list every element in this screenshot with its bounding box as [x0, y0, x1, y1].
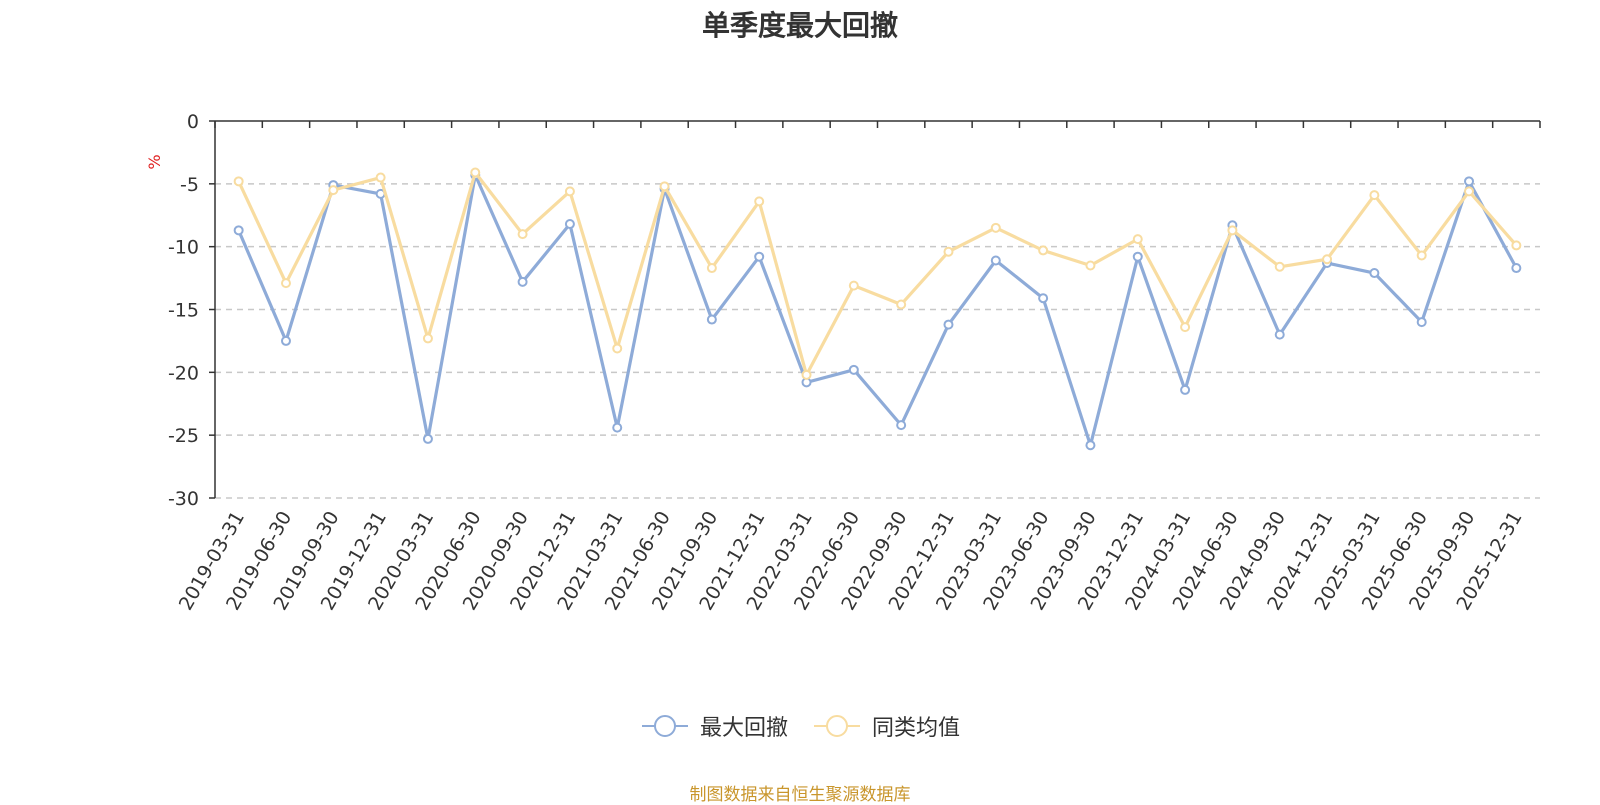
legend-item-max-drawdown[interactable]: 最大回撤	[640, 710, 788, 742]
y-tick-label-4: -20	[168, 362, 199, 384]
series-0-point-22	[1274, 329, 1285, 340]
y-tick-label-0: 0	[187, 111, 199, 133]
series-0-point-11	[754, 251, 765, 262]
y-tick-label-6: -30	[168, 488, 199, 510]
series-1-point-13	[848, 280, 859, 291]
series-group	[233, 167, 1522, 451]
legend: 最大回撤 同类均值	[0, 710, 1600, 742]
source-note: 制图数据来自恒生聚源数据库	[689, 785, 911, 805]
series-1-point-12	[801, 369, 812, 380]
series-1-point-1	[280, 278, 291, 289]
series-0-point-14	[896, 420, 907, 431]
series-0-point-13	[848, 364, 859, 375]
series-0-point-19	[1132, 251, 1143, 262]
series-1-point-4	[422, 333, 433, 344]
series-1-point-3	[375, 172, 386, 183]
series-1-point-18	[1085, 260, 1096, 271]
series-0-point-25	[1416, 317, 1427, 328]
series-1-point-8	[612, 343, 623, 354]
series-1-point-24	[1369, 190, 1380, 201]
series-1-point-26	[1464, 186, 1475, 197]
series-0-point-0	[233, 225, 244, 236]
legend-label-max-drawdown: 最大回撤	[699, 716, 788, 741]
series-0-point-26	[1464, 176, 1475, 187]
series-1-point-15	[943, 246, 954, 257]
series-line-1	[237, 170, 1518, 377]
line-chart: % 0 -5 -10 -15 -20 -25 -30 2019-03-312019-06-3…	[145, 111, 1541, 614]
y-tick-label-5: -25	[168, 425, 199, 447]
series-0-point-18	[1085, 440, 1096, 451]
series-0-point-17	[1038, 293, 1049, 304]
series-1-point-22	[1274, 261, 1285, 272]
legend-label-peer-average: 同类均值	[872, 716, 961, 741]
series-1	[233, 167, 1522, 380]
legend-marker-peer-average	[814, 715, 860, 737]
series-0-point-20	[1180, 384, 1191, 395]
series-0-point-16	[990, 255, 1001, 266]
y-axis-label: %	[145, 154, 164, 169]
y-tick-label-3: -15	[168, 300, 199, 322]
series-0-point-6	[517, 276, 528, 287]
series-1-point-6	[517, 229, 528, 240]
series-0-point-27	[1511, 263, 1522, 274]
grid-lines	[215, 183, 1540, 499]
series-1-point-7	[564, 186, 575, 197]
series-line-0	[237, 173, 1518, 447]
series-1-point-25	[1416, 250, 1427, 261]
series-1-point-21	[1227, 225, 1238, 236]
series-1-point-10	[706, 263, 717, 274]
y-tick-label-1: -5	[180, 174, 199, 196]
series-1-point-27	[1511, 240, 1522, 251]
y-tick-label-2: -10	[168, 237, 199, 259]
x-ticks: 2019-03-312019-06-302019-09-302019-12-31…	[175, 507, 1527, 614]
series-0-point-15	[943, 319, 954, 330]
legend-item-peer-average[interactable]: 同类均值	[812, 710, 960, 742]
series-0-point-24	[1369, 268, 1380, 279]
series-1-point-19	[1132, 234, 1143, 245]
series-1-point-20	[1180, 322, 1191, 333]
series-1-point-5	[470, 167, 481, 178]
series-1-point-17	[1038, 245, 1049, 256]
series-0-point-10	[706, 314, 717, 325]
series-0-point-7	[564, 219, 575, 230]
series-1-point-9	[659, 181, 670, 192]
series-0-point-8	[612, 422, 623, 433]
y-ticks: 0 -5 -10 -15 -20 -25 -30	[168, 111, 199, 510]
axes	[209, 120, 1541, 499]
series-1-point-0	[233, 176, 244, 187]
series-1-point-2	[328, 185, 339, 196]
series-0-point-4	[422, 433, 433, 444]
series-1-point-14	[896, 299, 907, 310]
series-1-point-23	[1322, 254, 1333, 265]
chart-title: 单季度最大回撤	[701, 9, 898, 42]
series-1-point-11	[754, 196, 765, 207]
series-1-point-16	[990, 222, 1001, 233]
legend-marker-max-drawdown	[641, 715, 688, 737]
series-0-point-1	[280, 335, 291, 346]
